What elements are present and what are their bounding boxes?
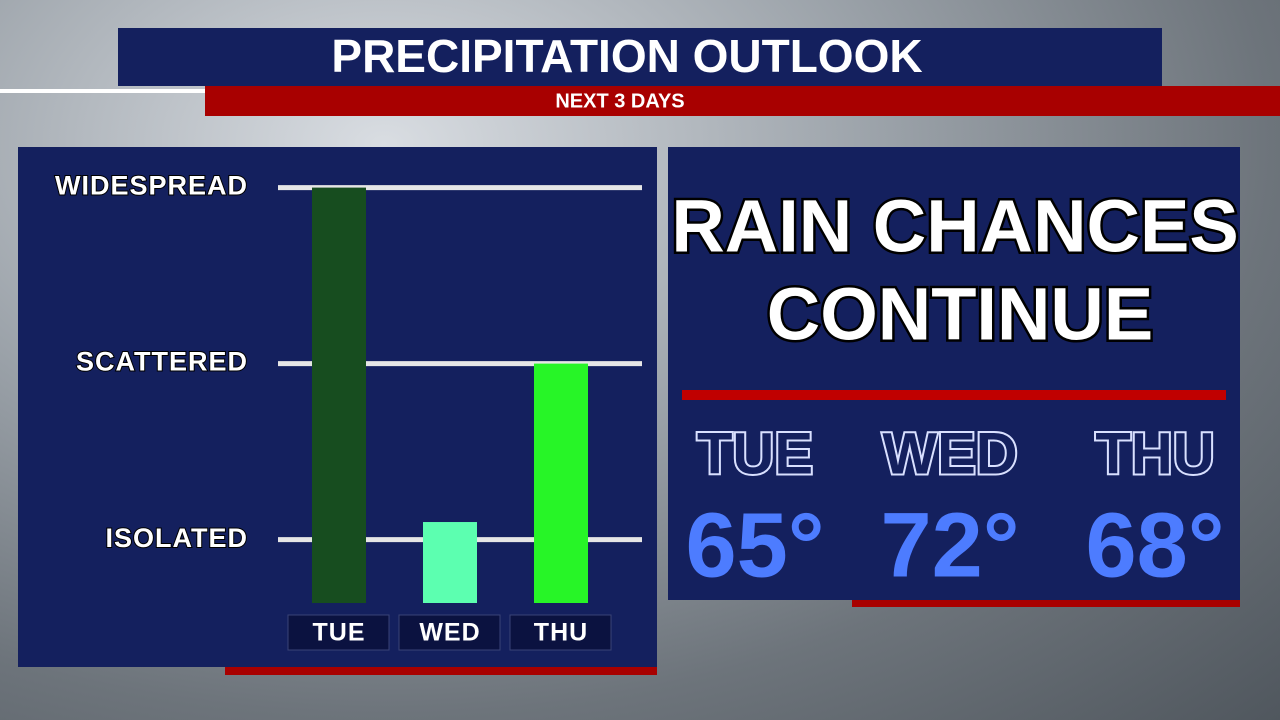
temperature: 68° bbox=[1085, 494, 1224, 596]
bar bbox=[423, 522, 477, 603]
temperature: 65° bbox=[685, 494, 824, 596]
title-bar bbox=[118, 28, 1162, 86]
bar bbox=[534, 363, 588, 603]
x-tick-label: WED bbox=[419, 619, 480, 647]
category-box bbox=[287, 614, 390, 651]
bar bbox=[312, 187, 366, 603]
category-box bbox=[509, 614, 612, 651]
day-label: TUE bbox=[697, 421, 813, 486]
headline: CONTINUE bbox=[767, 273, 1153, 356]
x-tick-label: TUE bbox=[313, 619, 366, 647]
y-tick-label: ISOLATED bbox=[106, 523, 249, 553]
info-panel bbox=[668, 147, 1240, 600]
category-box bbox=[398, 614, 501, 651]
y-tick-label: SCATTERED bbox=[76, 347, 248, 377]
headline: RAIN CHANCES bbox=[671, 185, 1238, 268]
day-label: WED bbox=[882, 421, 1017, 486]
chart: ISOLATED SCATTERED WIDESPREAD TUE WED THU bbox=[54, 170, 642, 651]
forecast: TUE 65° WED 72° THU 68° bbox=[685, 419, 1224, 596]
accent-line bbox=[0, 89, 210, 93]
subtitle-bar bbox=[205, 86, 1280, 116]
temperature: 72° bbox=[880, 494, 1019, 596]
divider bbox=[682, 390, 1226, 400]
y-tick-label: WIDESPREAD bbox=[55, 171, 248, 201]
x-tick-label: THU bbox=[534, 619, 588, 647]
title: PRECIPITATION OUTLOOK bbox=[331, 30, 922, 82]
panel-accent bbox=[852, 596, 1240, 607]
day-label: THU bbox=[1095, 421, 1214, 486]
subtitle: NEXT 3 DAYS bbox=[555, 90, 684, 112]
